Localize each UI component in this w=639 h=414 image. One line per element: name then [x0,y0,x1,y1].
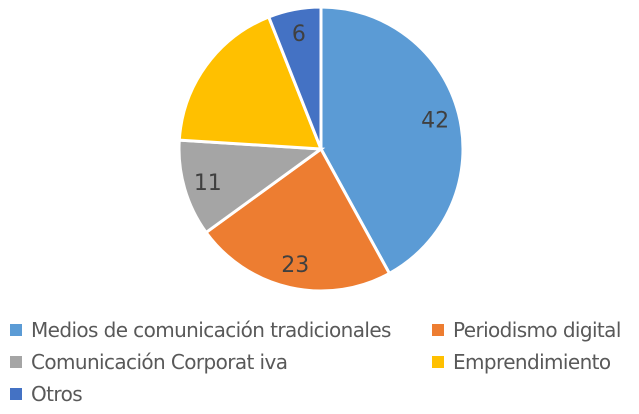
legend-swatch [10,388,22,400]
legend-item-periodismo: Periodismo digital [432,318,621,342]
pie-slice-0 [319,5,465,276]
legend-item-corporativa: Comunicación Corporat iva [10,350,288,374]
pie-slice-2 [177,138,326,235]
data-label-0: 42 [421,109,449,134]
legend-item-emprendimiento: Emprendimiento [432,350,611,374]
data-label-4: 6 [292,22,306,47]
legend-swatch [432,324,444,336]
data-label-2: 11 [194,171,222,196]
legend-label: Comunicación Corporat iva [31,350,288,374]
legend-label: Medios de comunicación tradicionales [31,318,391,342]
legend-swatch [10,324,22,336]
legend-label: Periodismo digital [453,318,621,342]
legend-item-medios: Medios de comunicación tradicionales [10,318,391,342]
legend-label: Otros [31,382,83,406]
pie-slice-4 [266,5,323,150]
data-label-1: 23 [281,253,309,278]
legend-item-otros: Otros [10,382,83,406]
legend-label: Emprendimiento [453,350,611,374]
legend-swatch [10,356,22,368]
pie-slice-3 [177,15,324,151]
legend-swatch [432,356,444,368]
pie-slice-1 [204,146,392,293]
